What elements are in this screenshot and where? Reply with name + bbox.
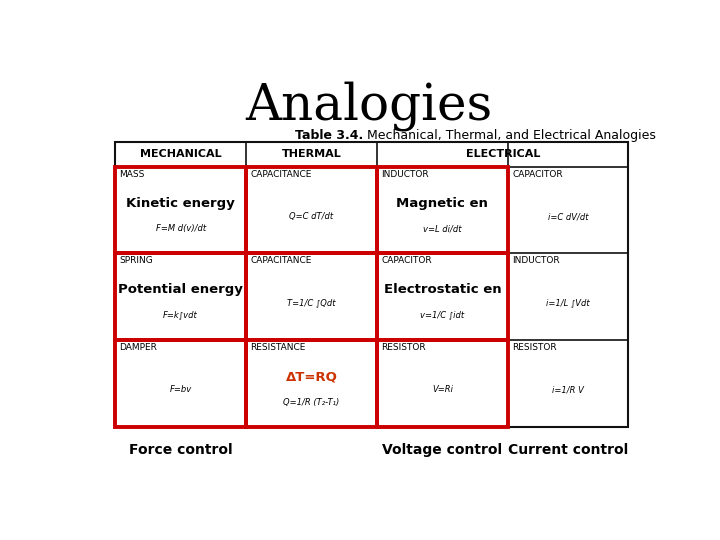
Bar <box>246 167 377 253</box>
Bar <box>377 340 508 427</box>
Bar <box>115 167 246 253</box>
Text: Current control: Current control <box>508 443 629 457</box>
Bar <box>246 253 377 340</box>
Text: i=C dV/dt: i=C dV/dt <box>548 212 588 221</box>
Text: CAPACITOR: CAPACITOR <box>382 256 432 265</box>
Bar <box>508 253 629 340</box>
Text: Potential energy: Potential energy <box>118 284 243 296</box>
Text: RESISTOR: RESISTOR <box>382 343 426 352</box>
Text: Q=C dT/dt: Q=C dT/dt <box>289 212 333 221</box>
Text: V=Ri: V=Ri <box>432 386 453 395</box>
Text: i=1/R V: i=1/R V <box>552 386 584 395</box>
Text: RESISTOR: RESISTOR <box>513 343 557 352</box>
Bar <box>377 253 508 340</box>
Bar <box>377 253 508 340</box>
Bar <box>508 167 629 253</box>
Text: F=k∫vdt: F=k∫vdt <box>163 310 198 320</box>
Text: CAPACITANCE: CAPACITANCE <box>251 256 312 265</box>
Text: Table 3.4.: Table 3.4. <box>295 129 364 142</box>
Text: THERMAL: THERMAL <box>282 149 341 159</box>
Bar <box>115 340 246 427</box>
Text: Mechanical, Thermal, and Electrical Analogies: Mechanical, Thermal, and Electrical Anal… <box>364 129 657 142</box>
Bar <box>246 340 377 427</box>
Text: Kinetic energy: Kinetic energy <box>126 197 235 210</box>
Bar <box>246 340 377 427</box>
Text: MASS: MASS <box>120 170 145 179</box>
Text: RESISTANCE: RESISTANCE <box>251 343 306 352</box>
Text: INDUCTOR: INDUCTOR <box>382 170 429 179</box>
Text: v=L di/dt: v=L di/dt <box>423 224 462 233</box>
Text: Analogies: Analogies <box>246 82 492 131</box>
Bar <box>115 141 629 427</box>
Text: F=bv: F=bv <box>169 386 192 395</box>
Text: Voltage control: Voltage control <box>382 443 503 457</box>
Bar <box>115 253 246 340</box>
Bar <box>377 167 508 253</box>
Text: MECHANICAL: MECHANICAL <box>140 149 221 159</box>
Text: Force control: Force control <box>129 443 233 457</box>
Text: Magnetic en: Magnetic en <box>397 197 488 210</box>
Text: i=1/L ∫Vdt: i=1/L ∫Vdt <box>546 299 590 307</box>
Bar <box>115 141 629 427</box>
Text: SPRING: SPRING <box>120 256 153 265</box>
Bar <box>115 253 246 340</box>
Text: CAPACITOR: CAPACITOR <box>513 170 563 179</box>
Text: CAPACITANCE: CAPACITANCE <box>251 170 312 179</box>
Text: v=1/C ∫idt: v=1/C ∫idt <box>420 310 464 320</box>
Text: F=M d(v)/dt: F=M d(v)/dt <box>156 224 206 233</box>
Text: DAMPER: DAMPER <box>120 343 158 352</box>
Text: Q=1/R (T₂-T₁): Q=1/R (T₂-T₁) <box>284 397 340 407</box>
Text: ΔT=RQ: ΔT=RQ <box>286 370 338 383</box>
Text: INDUCTOR: INDUCTOR <box>513 256 560 265</box>
Bar <box>246 253 377 340</box>
Bar <box>115 167 246 253</box>
Text: ELECTRICAL: ELECTRICAL <box>466 149 540 159</box>
Text: T=1/C ∫Qdt: T=1/C ∫Qdt <box>287 299 336 307</box>
Bar <box>377 340 508 427</box>
Text: Electrostatic en: Electrostatic en <box>384 284 501 296</box>
Bar <box>115 340 246 427</box>
Bar <box>508 340 629 427</box>
Bar <box>377 167 508 253</box>
Bar <box>246 167 377 253</box>
Bar <box>115 141 629 167</box>
